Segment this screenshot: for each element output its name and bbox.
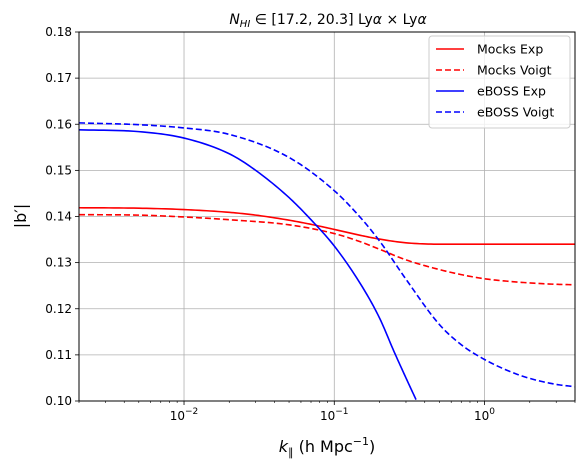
series-line-eboss-exp: [79, 128, 417, 400]
ticks: 0.10 0.11 0.12 0.13 0.14 0.15 0.16 0.17 0.18 10−2…: [45, 25, 576, 423]
y-tick-label: 0.15: [45, 163, 72, 177]
legend-label: Mocks Exp: [477, 42, 543, 57]
y-tick-label: 0.13: [45, 256, 72, 270]
y-axis-label: |b′|: [11, 204, 30, 229]
y-tick-label: 0.18: [45, 25, 72, 39]
legend-box: [428, 35, 571, 129]
x-tick-label: 10−2: [170, 407, 199, 423]
chart-title: NHI ∈ [17.2, 20.3] Lyα × Lyα: [229, 12, 427, 30]
x-axis-label: k∥ (h Mpc−1): [279, 435, 376, 459]
legend: Mocks Exp Mocks Voigt eBOSS Exp eBOSS Voigt: [428, 35, 571, 129]
series-line-mocks-voigt: [79, 213, 575, 286]
legend-label: Mocks Voigt: [477, 63, 552, 78]
y-tick-label: 0.10: [45, 394, 72, 408]
legend-label: eBOSS Exp: [477, 84, 546, 99]
x-tick-label: 100: [474, 407, 495, 423]
series-line-eboss-voigt: [79, 122, 575, 388]
y-tick-label: 0.17: [45, 71, 72, 85]
y-tick-label: 0.14: [45, 210, 72, 224]
legend-label: eBOSS Voigt: [477, 105, 554, 120]
y-tick-label: 0.16: [45, 117, 72, 131]
series-layer: [79, 122, 575, 400]
y-tick-label: 0.12: [45, 302, 72, 316]
y-tick-label: 0.11: [45, 348, 72, 362]
x-tick-label: 10−1: [320, 407, 349, 423]
series-line-mocks-exp: [79, 206, 575, 245]
